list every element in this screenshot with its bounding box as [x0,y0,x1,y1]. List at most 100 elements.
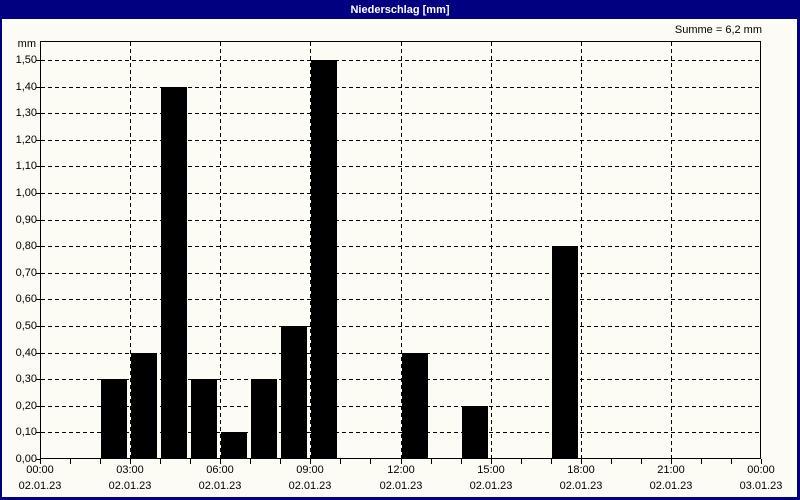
precipitation-bar [462,406,488,458]
y-gridline [41,326,760,327]
y-axis-label: 0,70 [15,267,37,279]
x-axis-tick [611,459,612,464]
x-axis-tick [220,459,221,464]
window-titlebar: Niederschlag [mm] [0,0,800,19]
x-axis-time-label: 00:00 [26,464,54,476]
x-axis-tick [701,459,702,464]
x-axis-tick [731,459,732,464]
y-gridline [41,60,760,61]
y-gridline [41,220,760,221]
y-axis-label: 0,40 [15,347,37,359]
x-axis-time-label: 12:00 [387,464,415,476]
x-axis-date-label: 02.01.23 [288,480,332,492]
x-axis-tick [581,459,582,464]
y-axis-tick [36,193,40,194]
precipitation-bar [311,60,337,458]
y-axis-tick [36,87,40,88]
x-axis-tick [160,459,161,464]
x-axis-tick [340,459,341,464]
y-gridline [41,299,760,300]
y-axis-tick [36,140,40,141]
y-axis-tick [36,246,40,247]
y-gridline [41,379,760,380]
y-axis-tick [36,353,40,354]
y-axis-label: 0,90 [15,214,37,226]
y-axis-label: 0,00 [15,453,37,465]
y-axis-tick [36,113,40,114]
y-axis-label: 0,30 [15,373,37,385]
x-axis-date-label: 02.01.23 [469,480,513,492]
x-gridline [130,42,131,458]
precipitation-bar [191,379,217,458]
y-gridline [41,406,760,407]
x-axis-tick [521,459,522,464]
y-axis-tick [36,60,40,61]
y-gridline [41,353,760,354]
y-axis-tick [36,299,40,300]
x-axis-tick [40,459,41,464]
x-axis-date-label: 02.01.23 [649,480,693,492]
y-axis-label: 0,10 [15,426,37,438]
x-axis-tick [641,459,642,464]
x-axis-tick [401,459,402,464]
precipitation-bar [552,246,578,458]
x-axis-date-label: 02.01.23 [198,480,242,492]
x-axis-time-label: 21:00 [657,464,685,476]
x-axis-time-label: 00:00 [747,464,775,476]
y-axis-label: 1,40 [15,81,37,93]
x-axis-tick [250,459,251,464]
y-gridline [41,246,760,247]
x-gridline [491,42,492,458]
x-gridline [220,42,221,458]
y-axis-tick [36,273,40,274]
x-axis-date-label: 02.01.23 [18,480,62,492]
x-axis-tick [461,459,462,464]
x-gridline [671,42,672,458]
x-axis-tick [431,459,432,464]
x-axis-tick [190,459,191,464]
x-axis-tick [130,459,131,464]
x-axis-tick [100,459,101,464]
precipitation-bar [101,379,127,458]
y-gridline [41,113,760,114]
x-axis-time-label: 03:00 [116,464,144,476]
y-gridline [41,87,760,88]
y-axis-unit-label: mm [17,38,36,50]
y-axis-tick [36,220,40,221]
x-axis-tick [370,459,371,464]
window-title: Niederschlag [mm] [350,3,450,16]
y-axis-label: 1,10 [15,160,37,172]
x-axis-tick [551,459,552,464]
precipitation-bar [281,326,307,458]
x-axis-time-label: 15:00 [477,464,505,476]
x-gridline [581,42,582,458]
x-gridline [401,42,402,458]
y-axis-tick [36,326,40,327]
y-axis-label: 0,60 [15,293,37,305]
precipitation-bar [161,87,187,458]
x-axis-tick [70,459,71,464]
plot-frame [40,41,761,459]
x-axis-date-label: 02.01.23 [108,480,152,492]
y-gridline [41,166,760,167]
y-axis-label: 1,50 [15,54,37,66]
x-axis-tick [491,459,492,464]
sum-label: Summe = 6,2 mm [674,24,762,36]
y-axis-label: 1,30 [15,107,37,119]
precipitation-bar [402,353,428,458]
x-gridline [310,42,311,458]
y-axis-label: 0,50 [15,320,37,332]
y-axis-tick [36,459,40,460]
x-axis-tick [671,459,672,464]
y-gridline [41,140,760,141]
y-axis-label: 0,80 [15,240,37,252]
y-gridline [41,193,760,194]
x-axis-date-label: 02.01.23 [559,480,603,492]
x-axis-time-label: 06:00 [206,464,234,476]
y-gridline [41,432,760,433]
y-axis-tick [36,406,40,407]
x-axis-time-label: 09:00 [296,464,324,476]
x-axis-date-label: 03.01.23 [739,480,783,492]
